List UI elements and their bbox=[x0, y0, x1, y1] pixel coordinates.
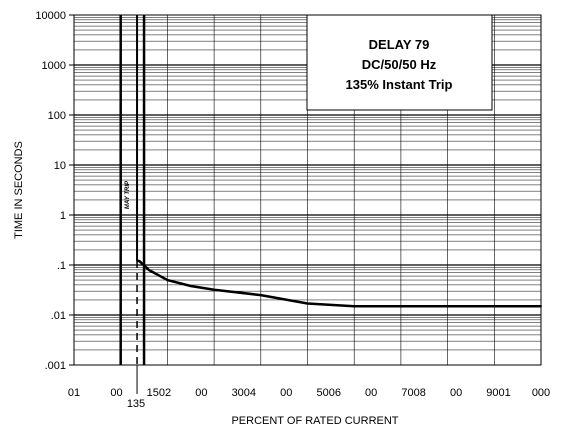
may-trip-label: MAY TRIP bbox=[125, 180, 131, 209]
data-point bbox=[493, 305, 496, 308]
data-point bbox=[446, 305, 449, 308]
x-tick-label: 3004 bbox=[232, 387, 256, 399]
x-tick-label: 00 bbox=[365, 387, 377, 399]
x-tick-label: 5006 bbox=[316, 387, 340, 399]
y-tick-label: .001 bbox=[45, 360, 66, 372]
series-line-0 bbox=[137, 259, 541, 308]
y-tick-label: 1 bbox=[60, 210, 66, 222]
data-point bbox=[306, 302, 309, 305]
chart-title-line-1: DELAY 79 bbox=[369, 37, 430, 52]
x-tick-label: 01 bbox=[68, 387, 80, 399]
x-tick-label: 00 bbox=[280, 387, 292, 399]
x-axis-label: PERCENT OF RATED CURRENT bbox=[231, 415, 398, 427]
x-tick-label: 7008 bbox=[401, 387, 425, 399]
title-box-frame bbox=[306, 14, 493, 111]
trip-curve-series bbox=[137, 259, 542, 308]
y-tick-label: 100 bbox=[48, 110, 66, 122]
y-tick-label: 10 bbox=[54, 160, 66, 172]
y-axis-label: TIME IN SECONDS bbox=[13, 141, 25, 239]
data-point bbox=[147, 268, 150, 271]
data-point bbox=[166, 279, 169, 281]
data-point bbox=[353, 305, 356, 308]
may-trip-band bbox=[119, 15, 146, 394]
title-box: DELAY 79 DC/50/50 Hz 135% Instant Trip bbox=[306, 14, 493, 111]
data-point bbox=[259, 294, 262, 297]
data-point bbox=[189, 285, 192, 287]
x-tick-label: 00 bbox=[450, 387, 462, 399]
data-point bbox=[138, 260, 141, 262]
x-tick-label: 00 bbox=[195, 387, 207, 399]
chart-title-line-2: DC/50/50 Hz bbox=[362, 57, 437, 72]
data-point bbox=[400, 305, 402, 308]
y-tick-label: 1000 bbox=[42, 60, 66, 72]
x-tick-label: 000 bbox=[532, 387, 550, 399]
x-tick-label: 9001 bbox=[486, 387, 510, 399]
x-tick-label: 1502 bbox=[147, 387, 171, 399]
data-point bbox=[213, 288, 216, 291]
y-tick-label: 10000 bbox=[35, 10, 66, 22]
x-marker-label: 135 bbox=[127, 398, 145, 410]
chart-title-line-3: 135% Instant Trip bbox=[346, 77, 453, 92]
y-tick-label: .1 bbox=[57, 260, 66, 272]
y-tick-label: .01 bbox=[51, 310, 66, 322]
axis-ticks: 10000 1000 100 10 1 .1 .01 .001 01 00 1502 00 3004 00… bbox=[35, 10, 550, 399]
x-tick-label: 00 bbox=[110, 387, 122, 399]
